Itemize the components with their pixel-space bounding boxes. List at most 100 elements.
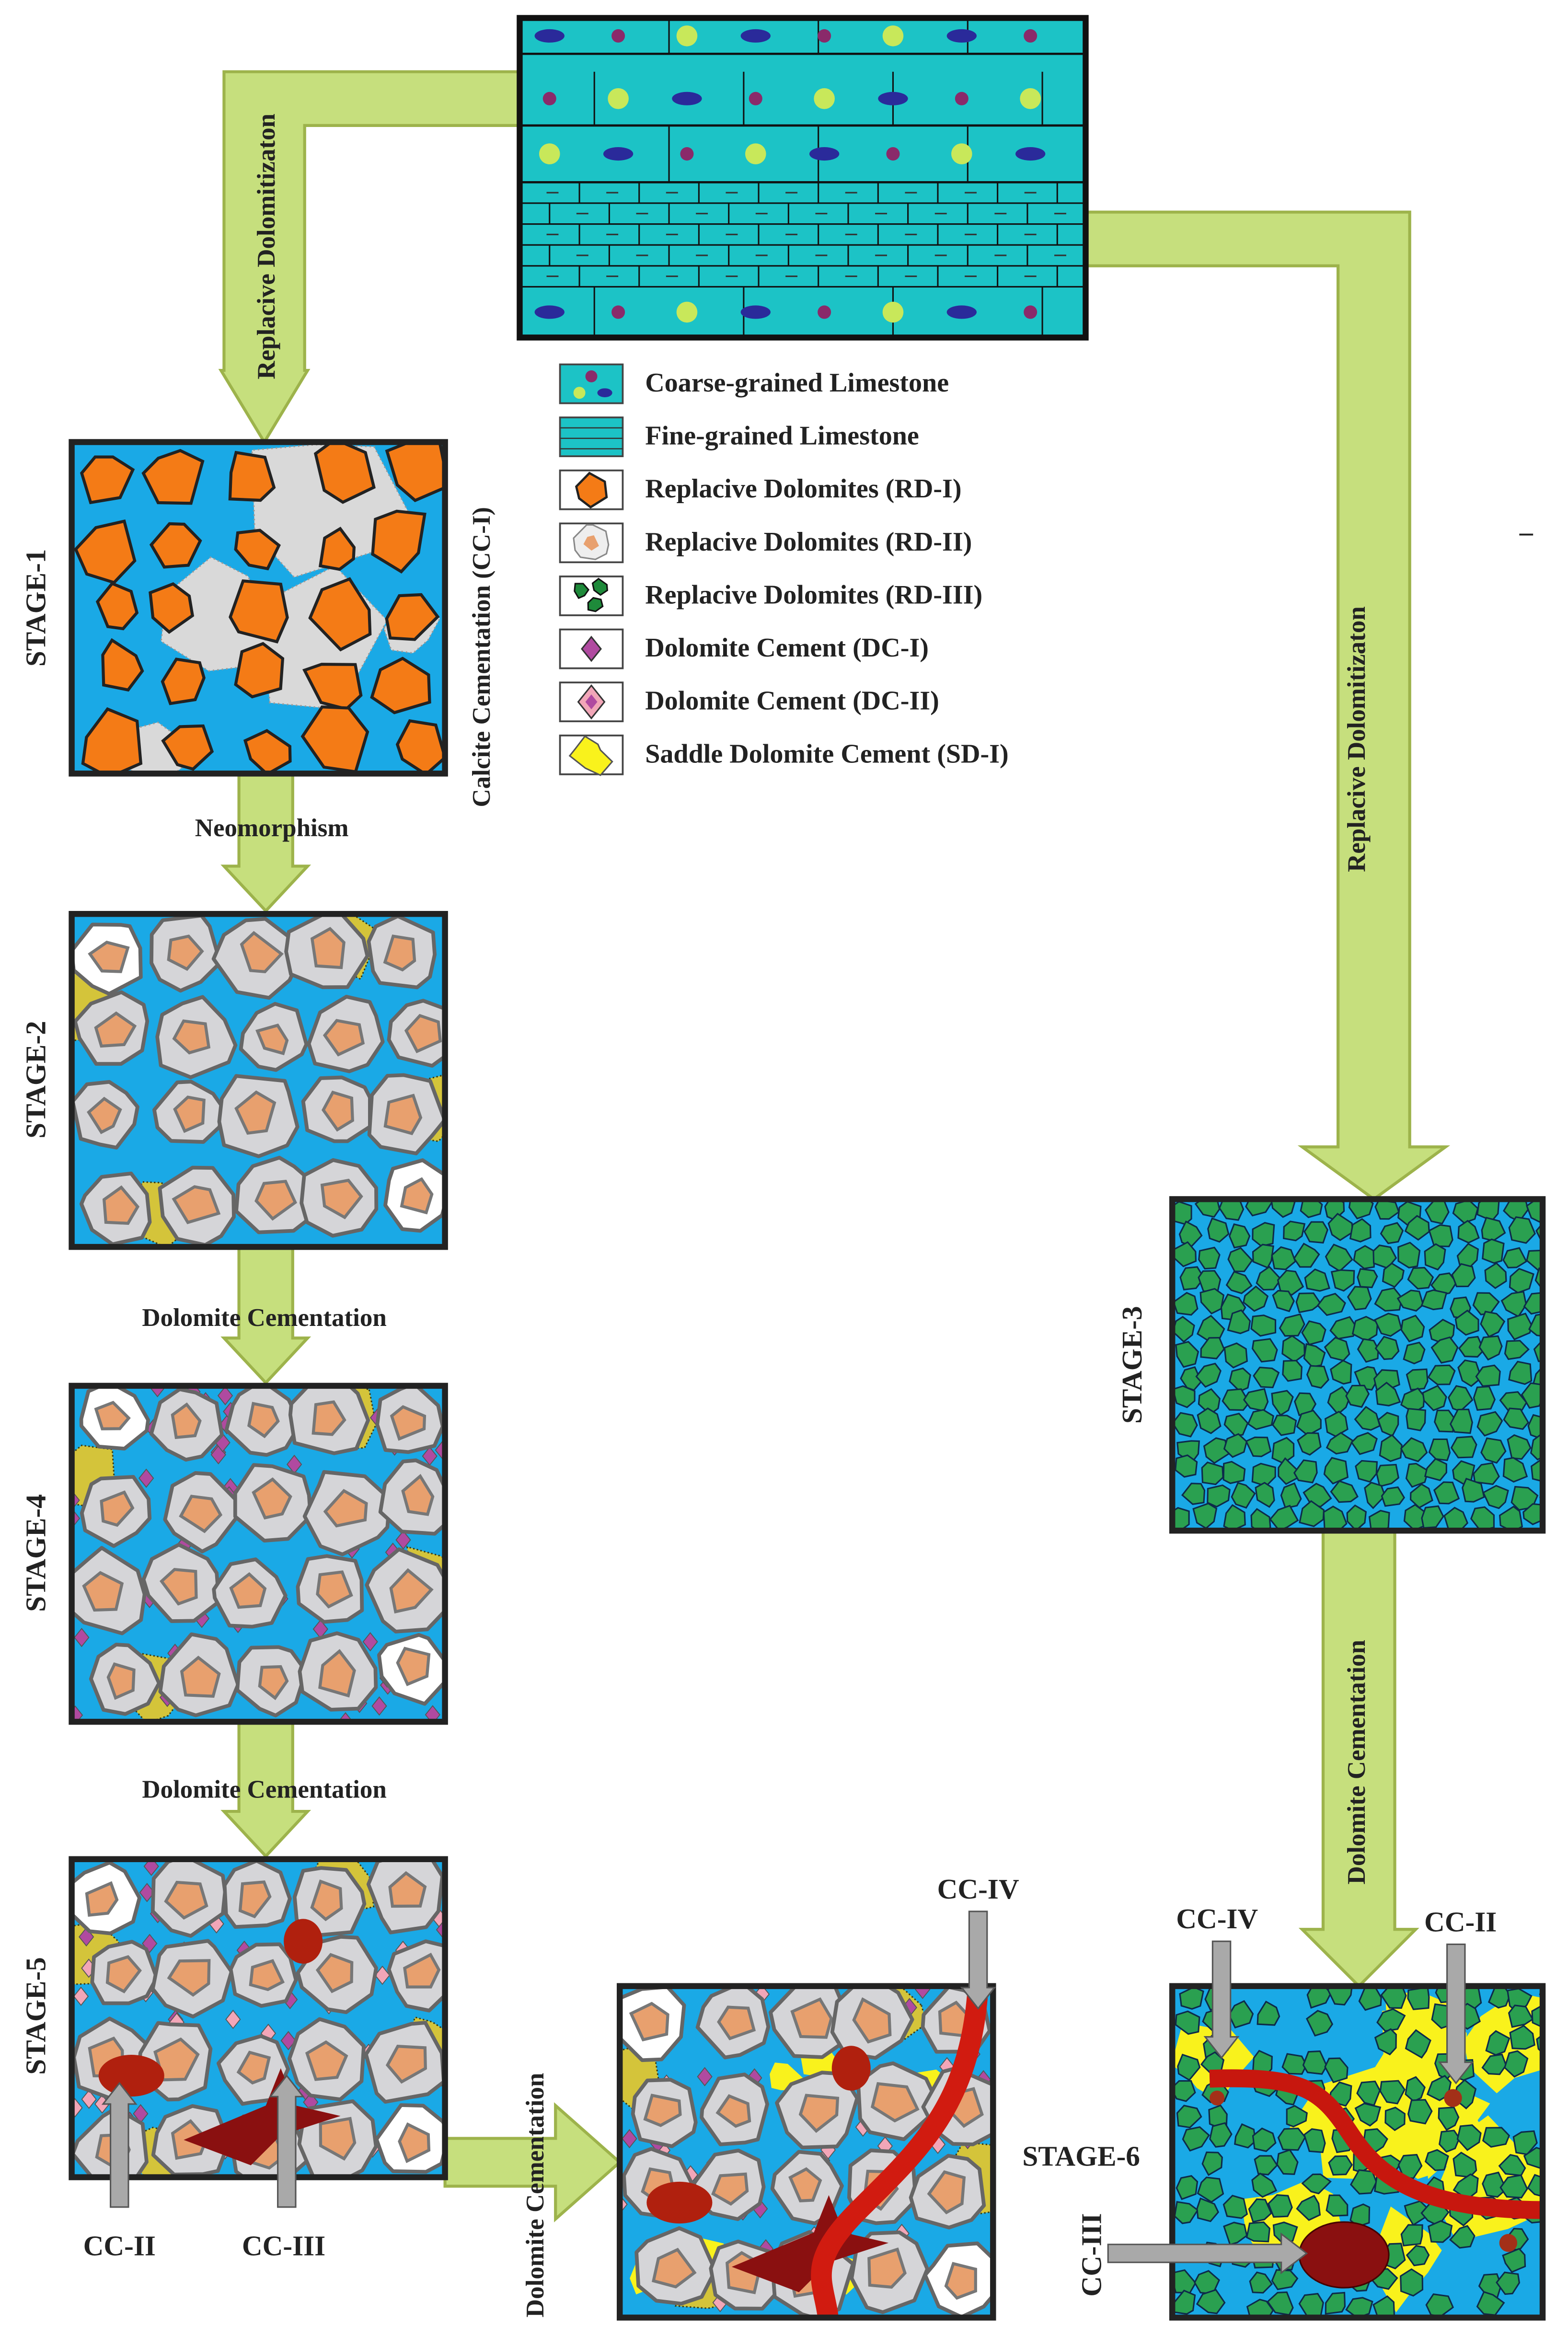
process-label: Dolomite Cementation xyxy=(142,1304,386,1332)
arrows xyxy=(218,70,1451,2222)
cement-crystal xyxy=(217,1386,233,1405)
grain xyxy=(534,305,565,319)
rd3-crystal xyxy=(1508,1360,1533,1385)
rd2-core xyxy=(254,1180,297,1221)
rd3-crystal xyxy=(1306,1365,1329,1389)
rd2-core xyxy=(790,1997,833,2039)
vein xyxy=(1209,2069,1543,2219)
cement-blob xyxy=(284,1919,323,1964)
rd1-crystal xyxy=(149,582,195,634)
rd3-crystal xyxy=(1253,1366,1280,1388)
rd2-core xyxy=(388,1871,427,1908)
rd3-crystal xyxy=(1316,1292,1346,1316)
grain xyxy=(680,147,694,161)
rd3-crystal xyxy=(1250,1508,1271,1531)
stage-label: STAGE-3 xyxy=(1116,1306,1148,1424)
grain xyxy=(946,29,977,43)
panel-border xyxy=(69,439,448,777)
rd3-crystal xyxy=(1373,1369,1400,1391)
rd2-core xyxy=(179,1495,223,1533)
rd1-crystal xyxy=(74,519,137,585)
rd2-core xyxy=(318,1649,356,1698)
grain xyxy=(882,301,904,323)
rd3-crystal xyxy=(1382,1262,1405,1288)
rd3-crystal xyxy=(1201,1462,1224,1485)
cement-crystal xyxy=(362,1632,378,1652)
rd3-crystal xyxy=(1328,2155,1353,2176)
rd3-crystal xyxy=(1502,2247,1526,2273)
cement-blob xyxy=(646,2181,713,2224)
panel-border xyxy=(616,1983,996,2321)
rd3-crystal xyxy=(1326,2194,1349,2217)
rd2-core xyxy=(401,1474,435,1516)
rd3-crystal xyxy=(1453,2152,1477,2178)
legend-label: Dolomite Cement (DC-II) xyxy=(645,686,939,716)
rd3-crystal xyxy=(1297,1432,1322,1456)
arrow xyxy=(220,1720,311,1859)
rd1-crystal xyxy=(101,638,144,692)
rd3-crystal xyxy=(1272,1290,1295,1313)
rd3-crystal xyxy=(1449,2225,1476,2249)
rd3-crystal xyxy=(1400,1314,1425,1343)
rd1-crystal xyxy=(149,522,202,569)
rd3-crystal xyxy=(1279,1313,1305,1337)
grain xyxy=(1020,88,1041,109)
stage-label: STAGE-2 xyxy=(20,1021,52,1139)
rd3-crystal xyxy=(1251,1338,1278,1363)
cement-blob xyxy=(1298,2221,1390,2289)
rd3-crystal xyxy=(1209,2122,1233,2148)
limestone-block xyxy=(517,15,1089,341)
rd1-crystal xyxy=(302,663,363,711)
rd2-core xyxy=(643,2094,682,2127)
cement-crystal xyxy=(622,2129,637,2149)
rd3-crystal xyxy=(1182,2126,1210,2152)
legend: Coarse-grained Limestone Fine-grained Lim… xyxy=(559,363,1009,776)
rd2-core xyxy=(247,1402,280,1439)
rd2-core xyxy=(159,1568,198,1606)
rd2-core xyxy=(310,1879,343,1922)
rd3-crystal xyxy=(1248,2198,1272,2223)
rd2-core xyxy=(385,2045,427,2084)
rd1-crystal xyxy=(385,593,440,641)
callout-label: CC-II xyxy=(1424,1906,1497,1937)
rd3-crystal xyxy=(1196,2197,1220,2222)
rd3-crystal xyxy=(1504,1340,1530,1360)
grain xyxy=(672,92,702,105)
rd2-core xyxy=(398,2122,431,2164)
rd1-crystal xyxy=(371,509,427,574)
rd3-crystal xyxy=(1405,2029,1431,2059)
cement-blob xyxy=(831,2046,871,2091)
rd3-crystal xyxy=(1507,1313,1533,1340)
grain xyxy=(955,92,968,105)
grain xyxy=(951,143,972,164)
rd3-crystal xyxy=(1424,2149,1449,2171)
rd3-crystal xyxy=(1473,1385,1496,1411)
mark: – xyxy=(1519,518,1533,547)
rd3-crystal xyxy=(1458,1336,1485,1358)
rd2-core xyxy=(315,1953,354,1993)
rd3-crystal xyxy=(1327,1386,1351,1416)
cement-crystal xyxy=(697,2067,713,2086)
rd2-core xyxy=(82,1571,124,1612)
legend-label: Replacive Dolomites (RD-III) xyxy=(645,580,982,610)
rd3-crystal xyxy=(1177,2053,1201,2081)
rd3-crystal xyxy=(1243,1285,1269,1312)
rd3-crystal xyxy=(1376,2008,1406,2032)
arrow xyxy=(220,1245,311,1385)
panel-s5 xyxy=(71,1859,445,2177)
rd3-crystal xyxy=(1223,1342,1248,1369)
rd3-crystal xyxy=(1406,1407,1427,1431)
rd3-crystal xyxy=(1296,2195,1321,2221)
rd2-core xyxy=(323,1489,368,1528)
rd2-core xyxy=(390,1405,427,1441)
rd2-core xyxy=(173,1095,206,1133)
rd2-core xyxy=(711,2172,749,2206)
rd3-crystal xyxy=(1172,1507,1190,1531)
rd3-crystal xyxy=(1195,1362,1222,1388)
rd2-core xyxy=(927,2170,966,2214)
rd3-crystal xyxy=(1192,1502,1218,1530)
rd3-crystal xyxy=(1509,1267,1534,1294)
arrow xyxy=(1084,210,1451,1201)
icon-core xyxy=(583,535,599,551)
rd3-crystal xyxy=(1231,1482,1256,1509)
